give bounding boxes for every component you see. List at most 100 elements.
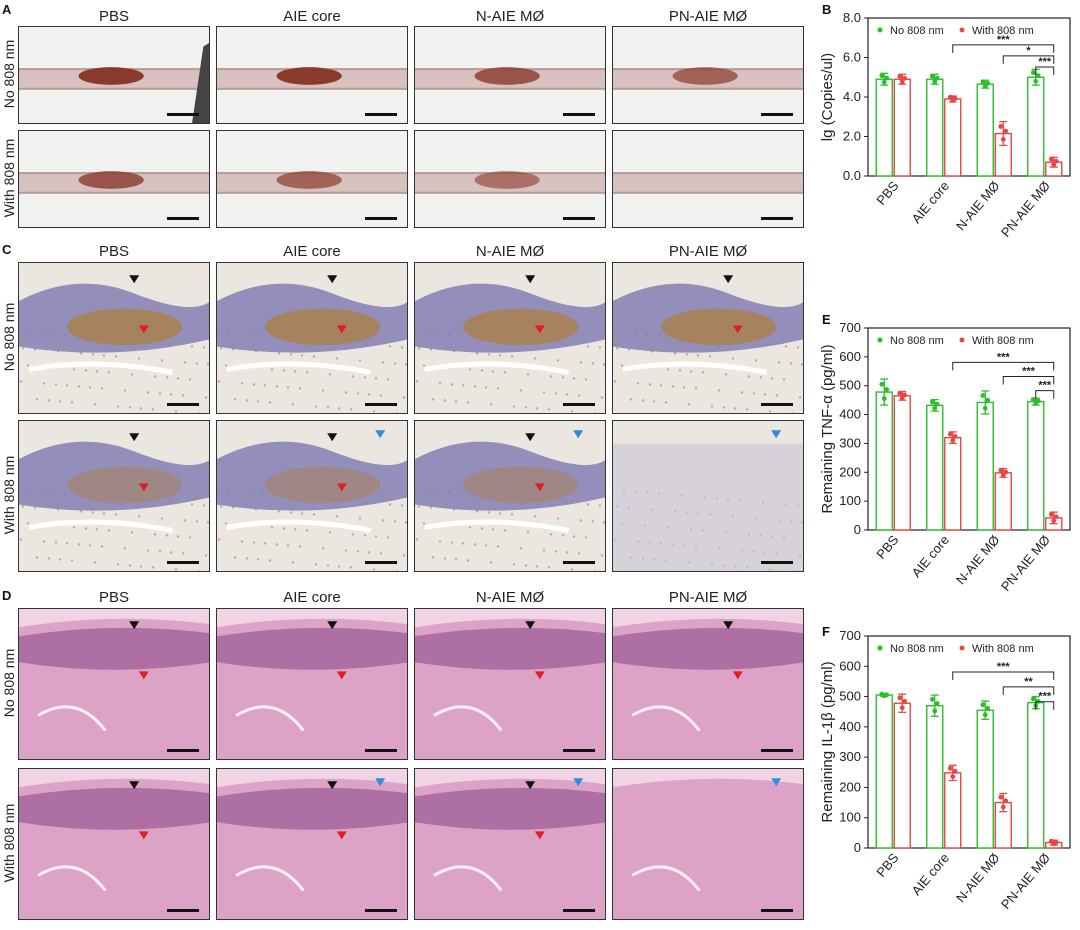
panel-label-f: F: [822, 624, 830, 639]
chart-f-sig-label: ***: [997, 661, 1011, 673]
chart-e-point: [1003, 469, 1009, 475]
chart-b-point: [998, 124, 1004, 129]
chart-e-bar-n-aie-mo-no-808-nm: [976, 401, 994, 531]
chart-b-ylabel: lg (Copies/ul): [819, 53, 836, 141]
chart-b-sig-label: ***: [997, 34, 1011, 46]
panel-c-col-title-pn-aie-mo: PN-AIE MØ: [668, 243, 748, 260]
chart-f-point: [884, 692, 890, 698]
chart-e-point: [1053, 514, 1059, 520]
panel-d-image-no-808-nm-aie-core: [216, 608, 408, 760]
chart-e-ytick: 0: [854, 522, 861, 537]
panel-d-col-title-n-aie-mo: N-AIE MØ: [475, 589, 545, 606]
chart-f-sig-bracket: [1002, 686, 1055, 695]
chart-e-ytick: 200: [839, 464, 861, 479]
chart-f-ylabel: Remaining IL-1β (pg/ml): [819, 661, 836, 822]
chart-e-legend-with-808-nm: With 808 nm: [972, 335, 1034, 347]
panel-d-image-no-808-nm-n-aie-mo: [414, 608, 606, 760]
chart-b-point: [881, 79, 887, 85]
chart-f-point: [952, 768, 958, 774]
panel-a-image-no-808-nm-n-aie-mo: [414, 26, 606, 124]
panel-c-row-label-no-808-nm: No 808 nm: [1, 302, 17, 372]
chart-f-legend-no-808-nm: No 808 nm: [890, 643, 944, 655]
chart-f-legend-marker: [877, 645, 883, 651]
chart-f-point: [1053, 839, 1059, 845]
chart-b-point: [1003, 128, 1009, 134]
panel-c-image-with-808-nm-pbs: [18, 420, 210, 572]
chart-b-point: [1053, 158, 1059, 164]
chart-b-sig-bracket: [1035, 66, 1055, 75]
chart-e-ytick: 700: [839, 320, 861, 335]
chart-f-ytick: 300: [839, 749, 861, 764]
chart-b-sig-bracket: [1002, 55, 1055, 64]
panel-d-col-title-pn-aie-mo: PN-AIE MØ: [668, 589, 748, 606]
chart-f-point: [950, 774, 956, 780]
chart-e-sig-label: ***: [997, 351, 1011, 363]
panel-label-d: D: [2, 588, 12, 603]
chart-e-xtick-aie-core: AIE core: [909, 532, 953, 580]
panel-c-col-title-pbs: PBS: [98, 243, 129, 260]
panel-a-image-with-808-nm-pbs: [18, 130, 210, 228]
chart-f-bar-pbs-with-808-nm: [893, 702, 911, 849]
chart-e-point: [1030, 397, 1036, 402]
chart-e-ytick: 300: [839, 435, 861, 450]
chart-f-ytick: 400: [839, 719, 861, 734]
chart-e-sig-bracket: [952, 361, 1055, 371]
chart-b-point: [932, 79, 938, 85]
chart-b-point: [884, 75, 890, 81]
chart-b-point: [980, 79, 986, 85]
chart-e-point: [934, 401, 940, 407]
chart-b-ytick: 4.0: [843, 89, 861, 104]
chart-e-ytick: 100: [839, 493, 861, 508]
chart-e-point: [1035, 398, 1041, 404]
chart-b-point: [952, 95, 958, 101]
panel-c-image-no-808-nm-n-aie-mo: [414, 262, 606, 414]
chart-f-point: [899, 705, 905, 711]
panel-d-image-no-808-nm-pn-aie-mo: [612, 608, 804, 760]
panel-d-image-with-808-nm-pbs: [18, 768, 210, 920]
chart-f-point: [1030, 696, 1036, 702]
chart-f-point: [929, 696, 935, 702]
chart-e-xtick-pn-aie-mo: PN-AIE MØ: [998, 532, 1053, 594]
chart-f-ytick: 0: [854, 840, 861, 855]
chart-e-bar-pn-aie-mo-no-808-nm: [1027, 400, 1045, 531]
chart-b-bar-pbs-no-808-nm: [875, 78, 893, 177]
chart-f-sig-label: **: [1024, 676, 1033, 688]
chart-e-sig-label: ***: [1038, 380, 1052, 392]
chart-f-ytick: 100: [839, 810, 861, 825]
chart-f-bar-aie-core-no-808-nm: [926, 704, 944, 849]
chart-b-sig-label: ***: [1038, 56, 1052, 68]
chart-f-xtick-n-aie-mo: N-AIE MØ: [953, 850, 1003, 905]
chart-e-xtick-pbs: PBS: [873, 532, 901, 562]
chart-f-point: [932, 708, 938, 714]
chart-b-point: [1048, 156, 1054, 162]
chart-f-xtick-pbs: PBS: [873, 850, 901, 880]
chart-e-sig-bracket: [1002, 375, 1055, 385]
chart-b-sig-bracket: [952, 44, 1055, 53]
panel-label-a: A: [2, 2, 12, 17]
panel-c-image-no-808-nm-pn-aie-mo: [612, 262, 804, 414]
chart-f-point: [934, 701, 940, 706]
chart-e-point: [879, 381, 885, 387]
panel-c-image-with-808-nm-n-aie-mo: [414, 420, 606, 572]
chart-f-point: [982, 712, 988, 718]
panel-d-image-with-808-nm-aie-core: [216, 768, 408, 920]
chart-e-point: [985, 397, 991, 403]
chart-f-sig-bracket: [1035, 701, 1055, 710]
chart-b-xtick-pn-aie-mo: PN-AIE MØ: [998, 178, 1053, 240]
panel-a-image-no-808-nm-aie-core: [216, 26, 408, 124]
chart-b-point: [1000, 137, 1006, 142]
chart-b-xtick-aie-core: AIE core: [909, 178, 953, 226]
chart-e-ytick: 400: [839, 407, 861, 422]
chart-e: 0 100 200 300 400 500 600 700 Remaining TNF-α (p…: [818, 320, 1076, 605]
chart-b-point: [902, 75, 908, 81]
chart-b-point: [929, 73, 935, 79]
panel-a-image-with-808-nm-aie-core: [216, 130, 408, 228]
chart-f-point: [947, 765, 953, 771]
chart-e-point: [982, 405, 988, 411]
panel-c-image-with-808-nm-aie-core: [216, 420, 408, 572]
chart-f-ytick: 500: [839, 689, 861, 704]
chart-e-point: [952, 434, 958, 439]
panel-a-image-with-808-nm-n-aie-mo: [414, 130, 606, 228]
panel-label-c: C: [2, 242, 12, 257]
panel-d-col-title-pbs: PBS: [98, 589, 129, 606]
